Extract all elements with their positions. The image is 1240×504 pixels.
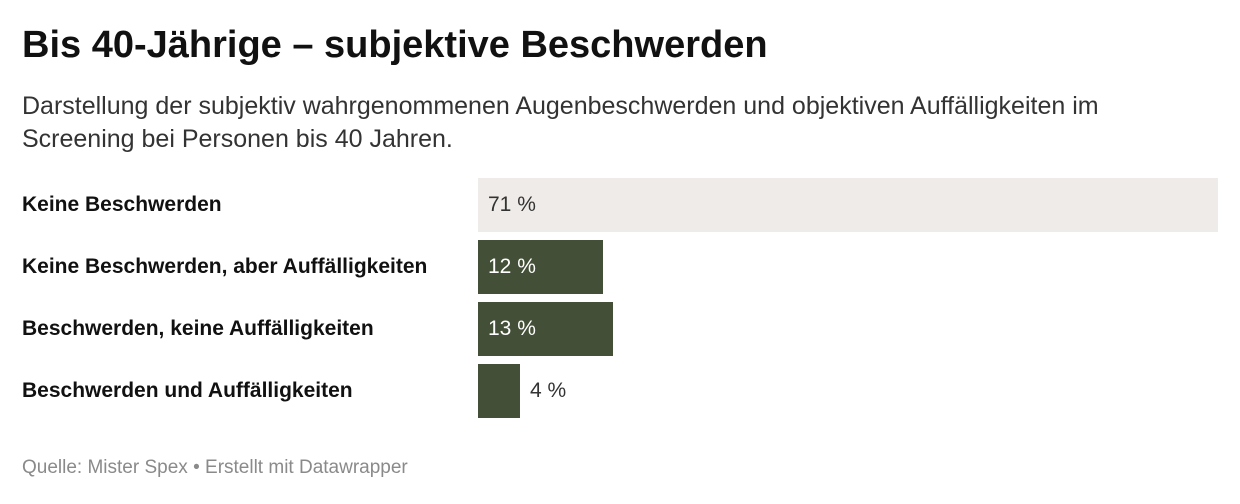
bar xyxy=(478,178,1218,232)
bar xyxy=(478,302,613,356)
value-label: 4 % xyxy=(530,379,567,402)
category-label: Beschwerden und Auffälligkeiten xyxy=(22,379,353,402)
category-label: Beschwerden, keine Auffälligkeiten xyxy=(22,317,374,340)
footer-separator: • xyxy=(193,457,200,478)
bar xyxy=(478,364,520,418)
chart-title: Bis 40-Jährige – subjektive Beschwerden xyxy=(22,24,768,66)
bar xyxy=(478,240,603,294)
bar-row: Keine Beschwerden, aber Auffälligkeiten 1… xyxy=(0,240,1240,294)
bar-row: Keine Beschwerden 71 % xyxy=(0,178,1240,232)
source-note: Quelle: Mister Spex xyxy=(22,457,188,478)
bar-row: Beschwerden und Auffälligkeiten 4 % xyxy=(0,364,1240,418)
value-label: 71 % xyxy=(488,193,536,216)
bar-row: Beschwerden, keine Auffälligkeiten 13 % xyxy=(0,302,1240,356)
credit-note: Erstellt mit Datawrapper xyxy=(205,457,408,478)
value-label: 12 % xyxy=(488,255,536,278)
category-label: Keine Beschwerden, aber Auffälligkeiten xyxy=(22,255,428,278)
chart-footer: Quelle: Mister Spex • Erstellt mit Dataw… xyxy=(22,457,408,479)
value-label: 13 % xyxy=(488,317,536,340)
chart-subtitle: Darstellung der subjektiv wahrgenommenen… xyxy=(22,92,1099,153)
category-label: Keine Beschwerden xyxy=(22,193,222,216)
